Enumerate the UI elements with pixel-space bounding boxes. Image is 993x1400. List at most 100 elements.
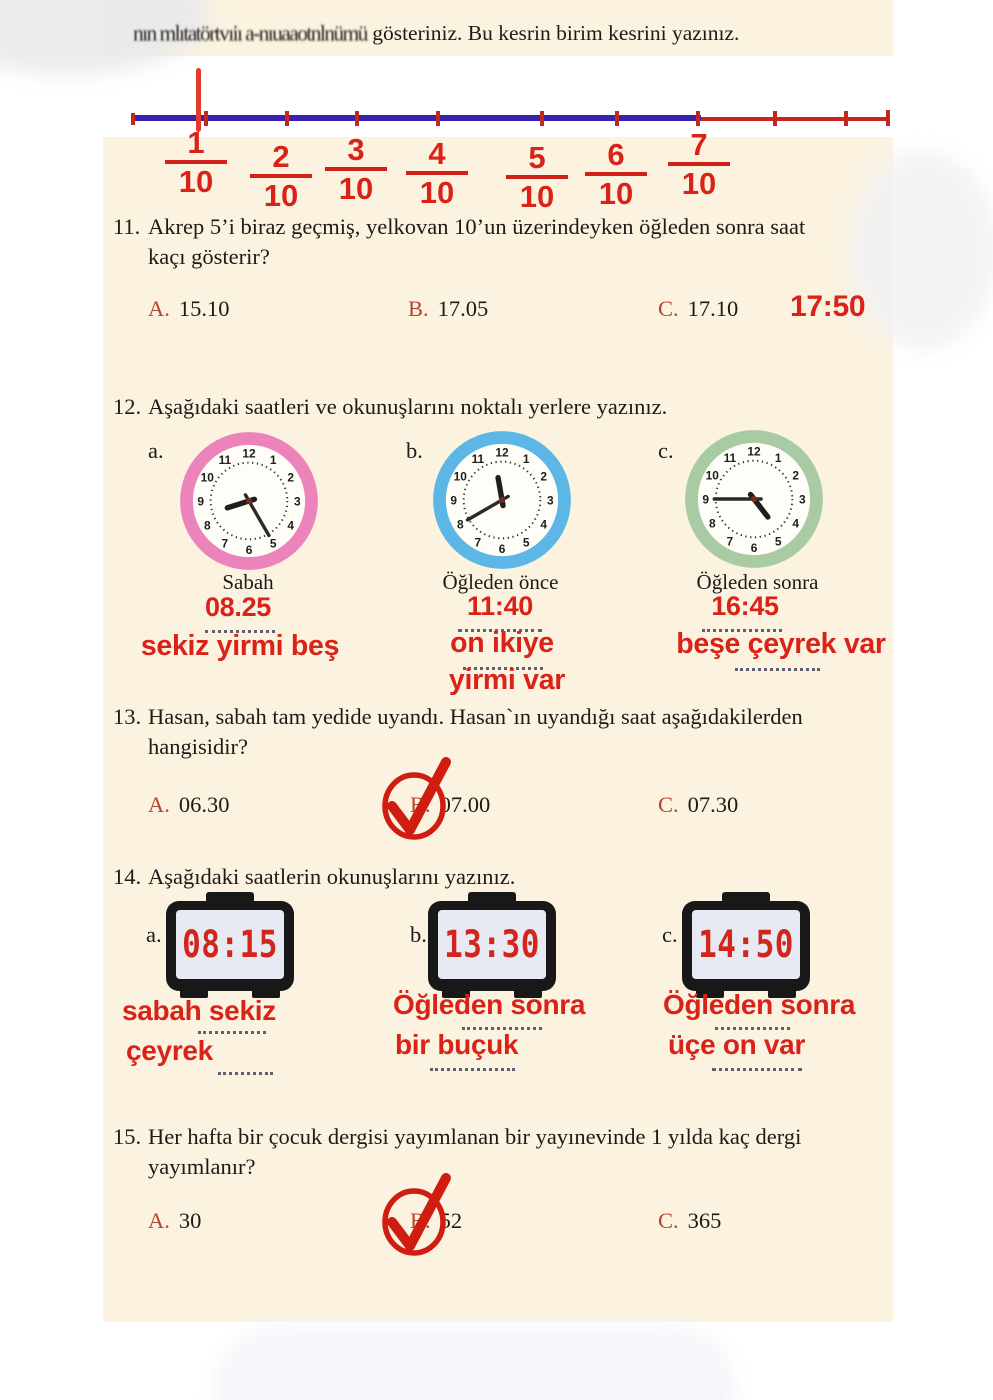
- handwritten-mark: [196, 68, 201, 132]
- svg-text:9: 9: [197, 495, 204, 509]
- option-c: C. 07.30: [658, 792, 739, 817]
- numberline-highlight-segment: [131, 115, 701, 121]
- dotted-line: [205, 630, 275, 633]
- dotted-line: [463, 667, 543, 670]
- numberline-tick: [285, 111, 289, 126]
- fraction-label: 7 10: [664, 128, 734, 200]
- svg-text:9: 9: [702, 493, 709, 507]
- clock-b-reading-1: on ikiye: [450, 627, 554, 659]
- question-text: Aşağıdaki saatlerin okunuşlarını yazınız…: [148, 864, 516, 889]
- svg-text:8: 8: [204, 519, 211, 533]
- fraction-label: 2 10: [246, 140, 316, 212]
- numberline-tick: [204, 111, 208, 126]
- svg-text:1: 1: [523, 452, 530, 466]
- clock-handle: [468, 892, 516, 903]
- clock-b-label: b.: [406, 438, 423, 463]
- digital-time: 13:30: [444, 922, 540, 967]
- dotted-line: [702, 629, 782, 632]
- question-number: 11.: [113, 214, 141, 239]
- analog-clock-b: 12 1 2 3 4 5 6 7 8 9 10 11: [429, 429, 575, 576]
- svg-text:10: 10: [201, 470, 215, 484]
- svg-text:3: 3: [294, 495, 301, 509]
- clock-foot: [514, 989, 542, 998]
- option-a: A. 06.30: [148, 792, 230, 817]
- clock-a-reading: sekiz yirmi beş: [140, 630, 340, 662]
- svg-text:5: 5: [270, 536, 277, 550]
- option-a: A. 15.10: [148, 296, 230, 321]
- svg-text:8: 8: [709, 517, 716, 531]
- svg-text:10: 10: [706, 468, 720, 482]
- clock-screen: 13:30: [438, 910, 546, 979]
- option-c: C. 365: [658, 1208, 722, 1233]
- question-text: yayımlanır?: [148, 1154, 256, 1179]
- clock-a-reading-1: sabah sekiz: [122, 995, 276, 1026]
- clock-b-reading-2: bir buçuk: [395, 1029, 519, 1060]
- digital-clock-a: 08:15: [166, 892, 294, 998]
- analog-clock-a: 12 1 2 3 4 5 6 7 8 9 10 11: [176, 430, 322, 577]
- digital-time: 14:50: [698, 922, 794, 967]
- svg-text:1: 1: [775, 451, 782, 465]
- question-text: kaçı gösterir?: [148, 244, 270, 269]
- dotted-line: [462, 1027, 542, 1030]
- svg-text:5: 5: [523, 535, 530, 549]
- dotted-line: [218, 1072, 273, 1075]
- svg-text:7: 7: [475, 535, 482, 549]
- svg-text:12: 12: [495, 445, 509, 459]
- handwritten-answer: 17:50: [790, 290, 866, 323]
- svg-text:11: 11: [472, 452, 485, 466]
- fraction-label: 4 10: [402, 137, 472, 209]
- clock-a-period: Sabah: [222, 570, 274, 594]
- question-text: Hasan, sabah tam yedide uyandı. Hasan`ın…: [148, 704, 803, 729]
- digital-time: 08:15: [182, 922, 278, 967]
- svg-text:6: 6: [246, 543, 253, 557]
- fraction-label: 3 10: [321, 133, 391, 205]
- analog-clock-c: 12 1 2 3 4 5 6 7 8 9 10 11: [681, 428, 827, 575]
- svg-text:7: 7: [222, 536, 229, 550]
- svg-text:2: 2: [540, 469, 547, 483]
- option-b: B. 17.05: [408, 296, 489, 321]
- svg-text:1: 1: [270, 453, 277, 467]
- instruction-text: gösteriniz. Bu kesrin birim kesrini yazı…: [372, 21, 740, 45]
- dotted-line: [430, 1068, 515, 1071]
- question-number: 12.: [113, 394, 142, 419]
- clock-foot: [696, 989, 724, 998]
- check-mark: [382, 757, 451, 840]
- clock-c-reading-2: üçe on var: [668, 1029, 806, 1060]
- dotted-line: [198, 1031, 266, 1034]
- question-text: hangisidir?: [148, 734, 248, 759]
- clock-c-reading: beşe çeyrek var: [676, 628, 886, 660]
- clock-foot: [180, 989, 208, 998]
- question-number: 14.: [113, 864, 142, 889]
- question-number: 15.: [113, 1124, 142, 1149]
- option-a: A. 30: [148, 1208, 202, 1233]
- option-c: C. 17.10: [658, 296, 739, 321]
- numberline-endcap: [131, 113, 135, 125]
- question-text: Aşağıdaki saatleri ve okunuşlarını nokta…: [148, 394, 668, 419]
- clock-foot: [768, 989, 796, 998]
- clock-a-time-answer: 08.25: [204, 592, 272, 622]
- svg-text:12: 12: [747, 444, 761, 458]
- fraction-label: 5 10: [502, 141, 572, 213]
- svg-text:3: 3: [547, 494, 554, 508]
- svg-text:7: 7: [727, 534, 734, 548]
- clock-a-reading-2: çeyrek: [126, 1035, 213, 1066]
- clock-handle: [722, 892, 770, 903]
- dotted-line: [715, 1027, 790, 1030]
- clock-b-reading-1: Öğleden sonra: [393, 989, 586, 1020]
- dotted-line: [712, 1068, 802, 1071]
- svg-text:9: 9: [450, 494, 457, 508]
- svg-text:2: 2: [792, 468, 799, 482]
- svg-text:11: 11: [724, 451, 737, 465]
- svg-text:4: 4: [287, 519, 294, 533]
- numberline-tick: [540, 111, 544, 126]
- clock-b-reading-2: yirmi var: [448, 664, 566, 696]
- clock-b-label: b.: [410, 922, 427, 947]
- clock-c-reading-1: Öğleden sonra: [663, 989, 856, 1020]
- digital-clock-c: 14:50: [682, 892, 810, 998]
- clock-c-label: c.: [658, 438, 674, 463]
- svg-text:12: 12: [242, 446, 256, 460]
- paper-panel: [103, 0, 893, 1322]
- clock-foot: [252, 989, 280, 998]
- numberline-endcap: [886, 110, 890, 126]
